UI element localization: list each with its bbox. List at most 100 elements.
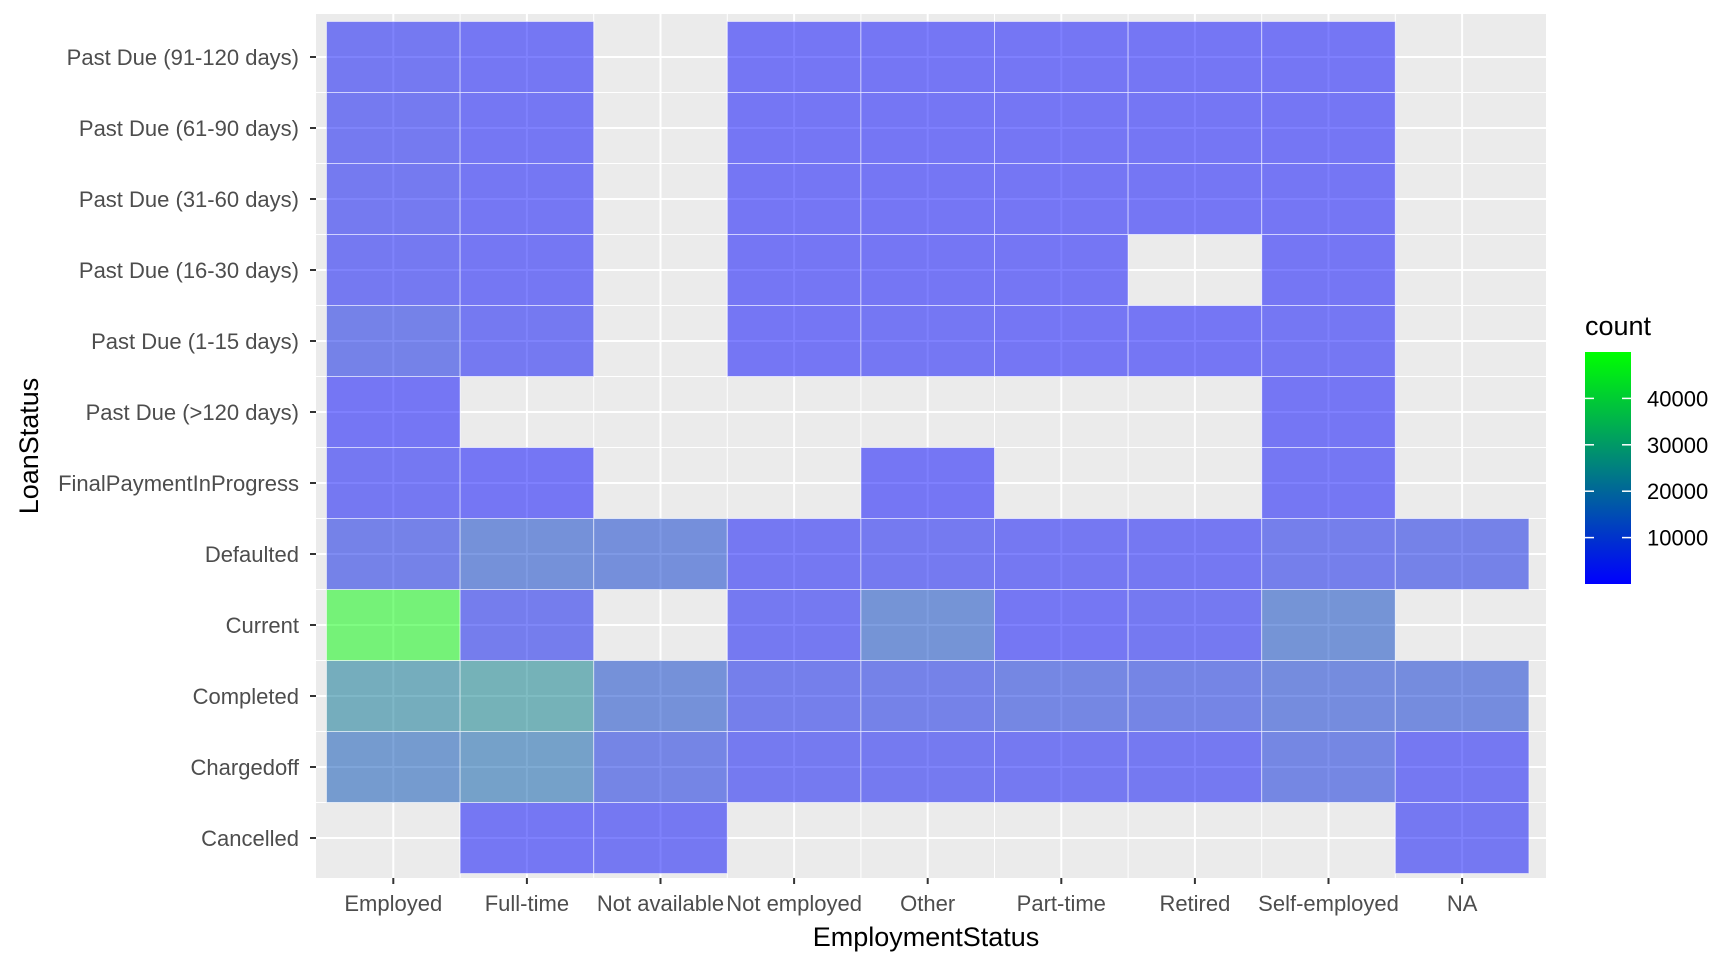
heatmap-tile — [1261, 518, 1396, 590]
x-tick-label: NA — [1447, 891, 1478, 916]
heatmap-tile — [326, 21, 461, 93]
heatmap-tile — [726, 589, 862, 661]
y-tick-label: Completed — [193, 684, 299, 709]
heatmap-tile — [326, 234, 461, 306]
heatmap-tile — [1261, 589, 1396, 661]
heatmap-tile — [593, 731, 728, 803]
x-axis-title: EmploymentStatus — [813, 922, 1040, 952]
heatmap-tile — [326, 518, 461, 590]
heatmap-tile — [860, 21, 996, 93]
heatmap-tile — [860, 731, 996, 803]
heatmap-tile — [1261, 92, 1396, 164]
heatmap-tile — [1127, 731, 1263, 803]
legend-label: 20000 — [1647, 479, 1708, 504]
y-tick-label: Past Due (>120 days) — [86, 400, 299, 425]
legend-title: count — [1585, 311, 1652, 341]
heatmap-tile — [994, 305, 1129, 377]
heatmap-tile — [1394, 802, 1530, 874]
heatmap-tile — [1127, 21, 1263, 93]
heatmap-tile — [726, 518, 862, 590]
heatmap-tile — [1127, 305, 1263, 377]
x-tick-label: Other — [900, 891, 955, 916]
heatmap-tile — [459, 731, 595, 803]
heatmap-tile — [326, 305, 461, 377]
y-tick-label: Current — [226, 613, 299, 638]
heatmap-tile — [326, 660, 461, 732]
y-tick-label: Chargedoff — [191, 755, 300, 780]
x-tick-label: Self-employed — [1258, 891, 1399, 916]
heatmap-tile — [1394, 731, 1530, 803]
heatmap-tile — [593, 660, 728, 732]
heatmap-tile — [459, 305, 595, 377]
heatmap-tile — [1261, 376, 1396, 448]
y-tick-label: Past Due (1-15 days) — [91, 329, 299, 354]
heatmap-tile — [326, 731, 461, 803]
heatmap-tile — [994, 163, 1129, 235]
heatmap-tile — [994, 660, 1129, 732]
heatmap-tile — [459, 92, 595, 164]
y-axis-title: LoanStatus — [14, 378, 44, 515]
heatmap-tile — [1127, 163, 1263, 235]
heatmap-tile — [593, 518, 728, 590]
x-axis: Employed Full-time Not available Not employ… — [344, 878, 1478, 916]
heatmap-tile — [459, 21, 595, 93]
heatmap-tile — [860, 447, 996, 519]
heatmap-tiles — [326, 21, 1530, 874]
heatmap-tile — [726, 163, 862, 235]
heatmap-tile — [459, 660, 595, 732]
heatmap-tile — [459, 589, 595, 661]
heatmap-tile — [1261, 163, 1396, 235]
heatmap-tile — [459, 802, 595, 874]
heatmap-tile — [459, 447, 595, 519]
x-tick-label: Not available — [597, 891, 724, 916]
heatmap-tile — [860, 660, 996, 732]
heatmap-tile — [994, 589, 1129, 661]
heatmap-tile — [994, 21, 1129, 93]
heatmap-tile — [994, 92, 1129, 164]
y-tick-label: Defaulted — [205, 542, 299, 567]
heatmap-tile — [1261, 731, 1396, 803]
legend-label: 10000 — [1647, 526, 1708, 551]
x-tick-label: Part-time — [1017, 891, 1106, 916]
heatmap-tile — [1394, 518, 1530, 590]
x-tick-label: Employed — [344, 891, 442, 916]
heatmap-tile — [994, 518, 1129, 590]
heatmap-tile — [726, 92, 862, 164]
heatmap-tile — [1261, 234, 1396, 306]
heatmap-tile — [1261, 447, 1396, 519]
legend: count 10000 20000 30000 40000 — [1585, 311, 1708, 584]
y-tick-label: Past Due (91-120 days) — [67, 45, 299, 70]
heatmap-tile — [326, 92, 461, 164]
heatmap-tile — [1127, 589, 1263, 661]
legend-ticks: 10000 20000 30000 40000 — [1585, 386, 1708, 551]
heatmap-tile — [726, 21, 862, 93]
heatmap-tile — [326, 376, 461, 448]
x-tick-label: Full-time — [485, 891, 569, 916]
x-tick-label: Retired — [1159, 891, 1230, 916]
legend-colorbar — [1585, 352, 1631, 584]
heatmap-tile — [326, 447, 461, 519]
heatmap-tile — [326, 163, 461, 235]
heatmap-tile — [860, 234, 996, 306]
heatmap-tile — [994, 731, 1129, 803]
y-tick-label: FinalPaymentInProgress — [58, 471, 299, 496]
legend-label: 30000 — [1647, 433, 1708, 458]
heatmap-tile — [1127, 660, 1263, 732]
x-tick-label: Not employed — [726, 891, 862, 916]
heatmap-tile — [459, 518, 595, 590]
y-tick-label: Past Due (31-60 days) — [79, 187, 299, 212]
heatmap-tile — [860, 589, 996, 661]
heatmap-tile — [459, 163, 595, 235]
heatmap-tile — [1261, 305, 1396, 377]
heatmap-tile — [860, 305, 996, 377]
heatmap-tile — [860, 518, 996, 590]
y-tick-label: Cancelled — [201, 826, 299, 851]
heatmap-tile — [459, 234, 595, 306]
heatmap-tile — [994, 234, 1129, 306]
legend-label: 40000 — [1647, 386, 1708, 411]
heatmap-tile — [1261, 21, 1396, 93]
heatmap-tile — [726, 731, 862, 803]
heatmap-tile — [726, 660, 862, 732]
